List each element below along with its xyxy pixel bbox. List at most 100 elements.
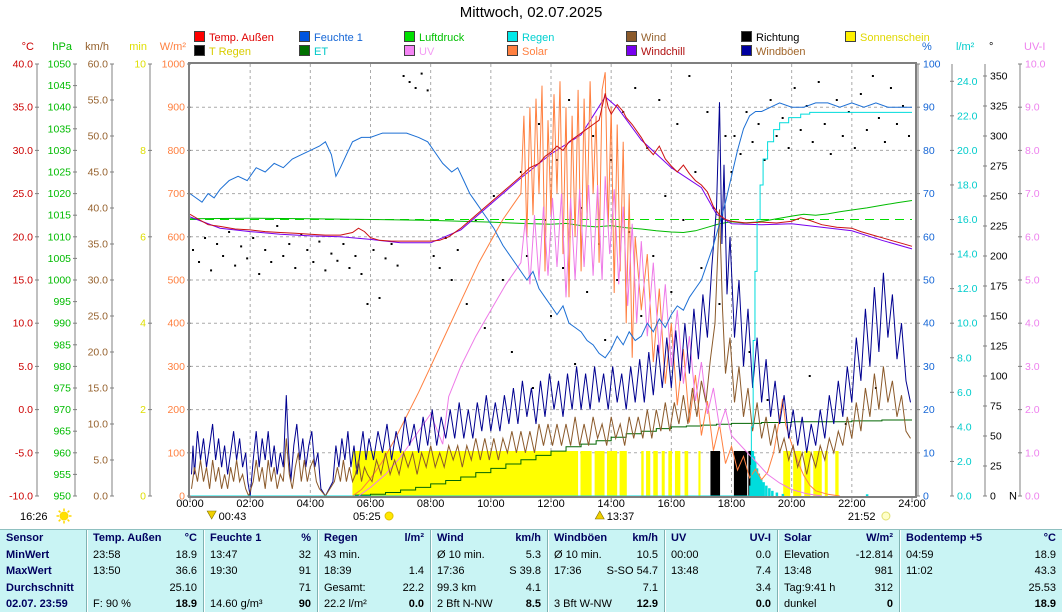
svg-text:6: 6 [140, 231, 146, 243]
svg-text:5.0: 5.0 [1025, 275, 1040, 287]
svg-text:06:00: 06:00 [357, 498, 385, 510]
svg-text:1035: 1035 [48, 123, 72, 135]
svg-text:18.0: 18.0 [957, 179, 978, 191]
svg-text:14.0: 14.0 [957, 249, 978, 261]
table-column-solar: Solar W/m² Elevation -12.814 13:48 981 Tag:9:4… [777, 530, 899, 612]
svg-text:500: 500 [167, 275, 185, 287]
axis-kmh: km/h 60.0 55.0 50.0 45.0 40.0 35.0 30.0 25.0 20.0… [85, 41, 114, 503]
svg-text:7.0: 7.0 [1025, 188, 1040, 200]
table-cell: Gesamt: 22.2 [324, 581, 424, 594]
svg-text:10.0: 10.0 [1025, 59, 1046, 71]
svg-text:1025: 1025 [48, 167, 72, 179]
svg-text:10: 10 [923, 447, 935, 459]
table-cell: Ø 10 min. 5.3 [437, 548, 541, 561]
svg-text:55.0: 55.0 [88, 95, 109, 107]
table-cell: Tag:9:41 h 312 [784, 581, 893, 594]
table-cell: 13:47 32 [210, 548, 311, 561]
svg-text:300: 300 [990, 131, 1008, 143]
table-cell: dunkel 0 [784, 598, 893, 611]
svg-text:4.0: 4.0 [957, 421, 972, 433]
svg-text:900: 900 [167, 102, 185, 114]
annotation-time: 21:52 [848, 511, 876, 523]
series-wind [191, 209, 911, 498]
legend-item-et: ET [299, 45, 328, 58]
svg-text:10.0: 10.0 [957, 318, 978, 330]
series-windchill [189, 96, 913, 250]
legend-label: Regen [522, 32, 555, 44]
svg-text:40.0: 40.0 [88, 203, 109, 215]
svg-text:25: 25 [990, 461, 1002, 473]
table-cell: 04:59 18.9 [906, 548, 1056, 561]
svg-text:980: 980 [53, 361, 71, 373]
table-cell: 11:02 43.3 [906, 565, 1056, 578]
arrow-down-annotation: 00:43 [206, 510, 246, 523]
svg-text:0: 0 [140, 491, 146, 503]
legend-swatch-icon [507, 31, 518, 42]
axis-min10: min 10 8 6 4 2 0 [129, 41, 152, 503]
legend-label: UV [419, 46, 435, 58]
svg-text:0.0: 0.0 [93, 491, 108, 503]
svg-text:50.0: 50.0 [88, 131, 109, 143]
svg-text:965: 965 [53, 426, 71, 438]
svg-text:25.0: 25.0 [88, 311, 109, 323]
svg-text:975: 975 [53, 383, 71, 395]
svg-text:40: 40 [923, 318, 935, 330]
legend-item-windchill: Windchill [626, 45, 685, 58]
svg-text:W/m²: W/m² [160, 41, 187, 53]
table-header-cell: Feuchte 1% [210, 532, 311, 544]
svg-text:50: 50 [990, 431, 1002, 443]
svg-text:l/m²: l/m² [956, 41, 975, 53]
table-cell: 18.9 [1034, 598, 1056, 611]
table-cell: 13:48 981 [784, 565, 893, 578]
sun-set-annotation: 21:52 [848, 511, 891, 523]
table-cell: 2 Bft N-NW 8.5 [437, 598, 541, 611]
table-row-label: MinWert [6, 548, 50, 561]
svg-text:20.0: 20.0 [88, 347, 109, 359]
table-cell: 43 min. [324, 548, 361, 561]
svg-text:25.0: 25.0 [13, 188, 34, 200]
svg-text:22.0: 22.0 [957, 110, 978, 122]
svg-text:22:00: 22:00 [838, 498, 866, 510]
table-header-cell: Temp. Außen °C [93, 532, 197, 544]
legend-swatch-icon [194, 45, 205, 56]
table-cell: 14.60 g/m³ 90 [210, 598, 311, 611]
svg-text:985: 985 [53, 339, 71, 351]
table-cell: 13:48 7.4 [671, 565, 771, 578]
svg-text:50: 50 [923, 275, 935, 287]
legend-item-temp-au-en: Temp. Außen [194, 31, 274, 44]
svg-text:8: 8 [140, 145, 146, 157]
table-cell: 00:00 0.0 [671, 548, 771, 561]
svg-text:1000: 1000 [48, 275, 72, 287]
series-richtung [192, 72, 910, 425]
svg-text:10: 10 [134, 59, 146, 71]
svg-text:1050: 1050 [48, 59, 72, 71]
table-header-cell: Solar W/m² [784, 532, 893, 544]
svg-text:1015: 1015 [48, 210, 72, 222]
svg-text:225: 225 [990, 221, 1008, 233]
table-cell: F: 90 % 18.9 [93, 598, 197, 611]
svg-text:1010: 1010 [48, 231, 72, 243]
svg-text:8.0: 8.0 [957, 352, 972, 364]
table-cell: 17:36 S 39.8 [437, 565, 541, 578]
legend-swatch-icon [507, 45, 518, 56]
table-header-cell: UV UV-I [671, 532, 771, 544]
svg-text:°C: °C [22, 41, 34, 53]
axis-lm2: l/m² 24.0 22.0 20.0 18.0 16.0 14.0 12.0 10.0 8.0 6… [950, 41, 978, 503]
table-row-label: Durchschnitt [6, 581, 74, 594]
table-column-wind: Wind km/h Ø 10 min. 5.3 17:36 S 39.8 99.3 km 4.… [430, 530, 547, 612]
annotation-time: 16:26 [20, 511, 48, 523]
svg-text:%: % [922, 41, 932, 53]
svg-text:10.0: 10.0 [13, 318, 34, 330]
x-axis: 00:00 02:00 04:00 06:00 08:00 10:00 12:00 14:00… [176, 497, 926, 510]
series-luftdruck [189, 200, 913, 234]
svg-text:1.0: 1.0 [1025, 447, 1040, 459]
arrow-up-annotation: 13:37 [594, 510, 634, 523]
svg-text:175: 175 [990, 281, 1008, 293]
svg-text:800: 800 [167, 145, 185, 157]
legend-swatch-icon [299, 45, 310, 56]
table-cell: 23:58 18.9 [93, 548, 197, 561]
legend-swatch-icon [299, 31, 310, 42]
table-header-cell: Windböen km/h [554, 532, 658, 544]
